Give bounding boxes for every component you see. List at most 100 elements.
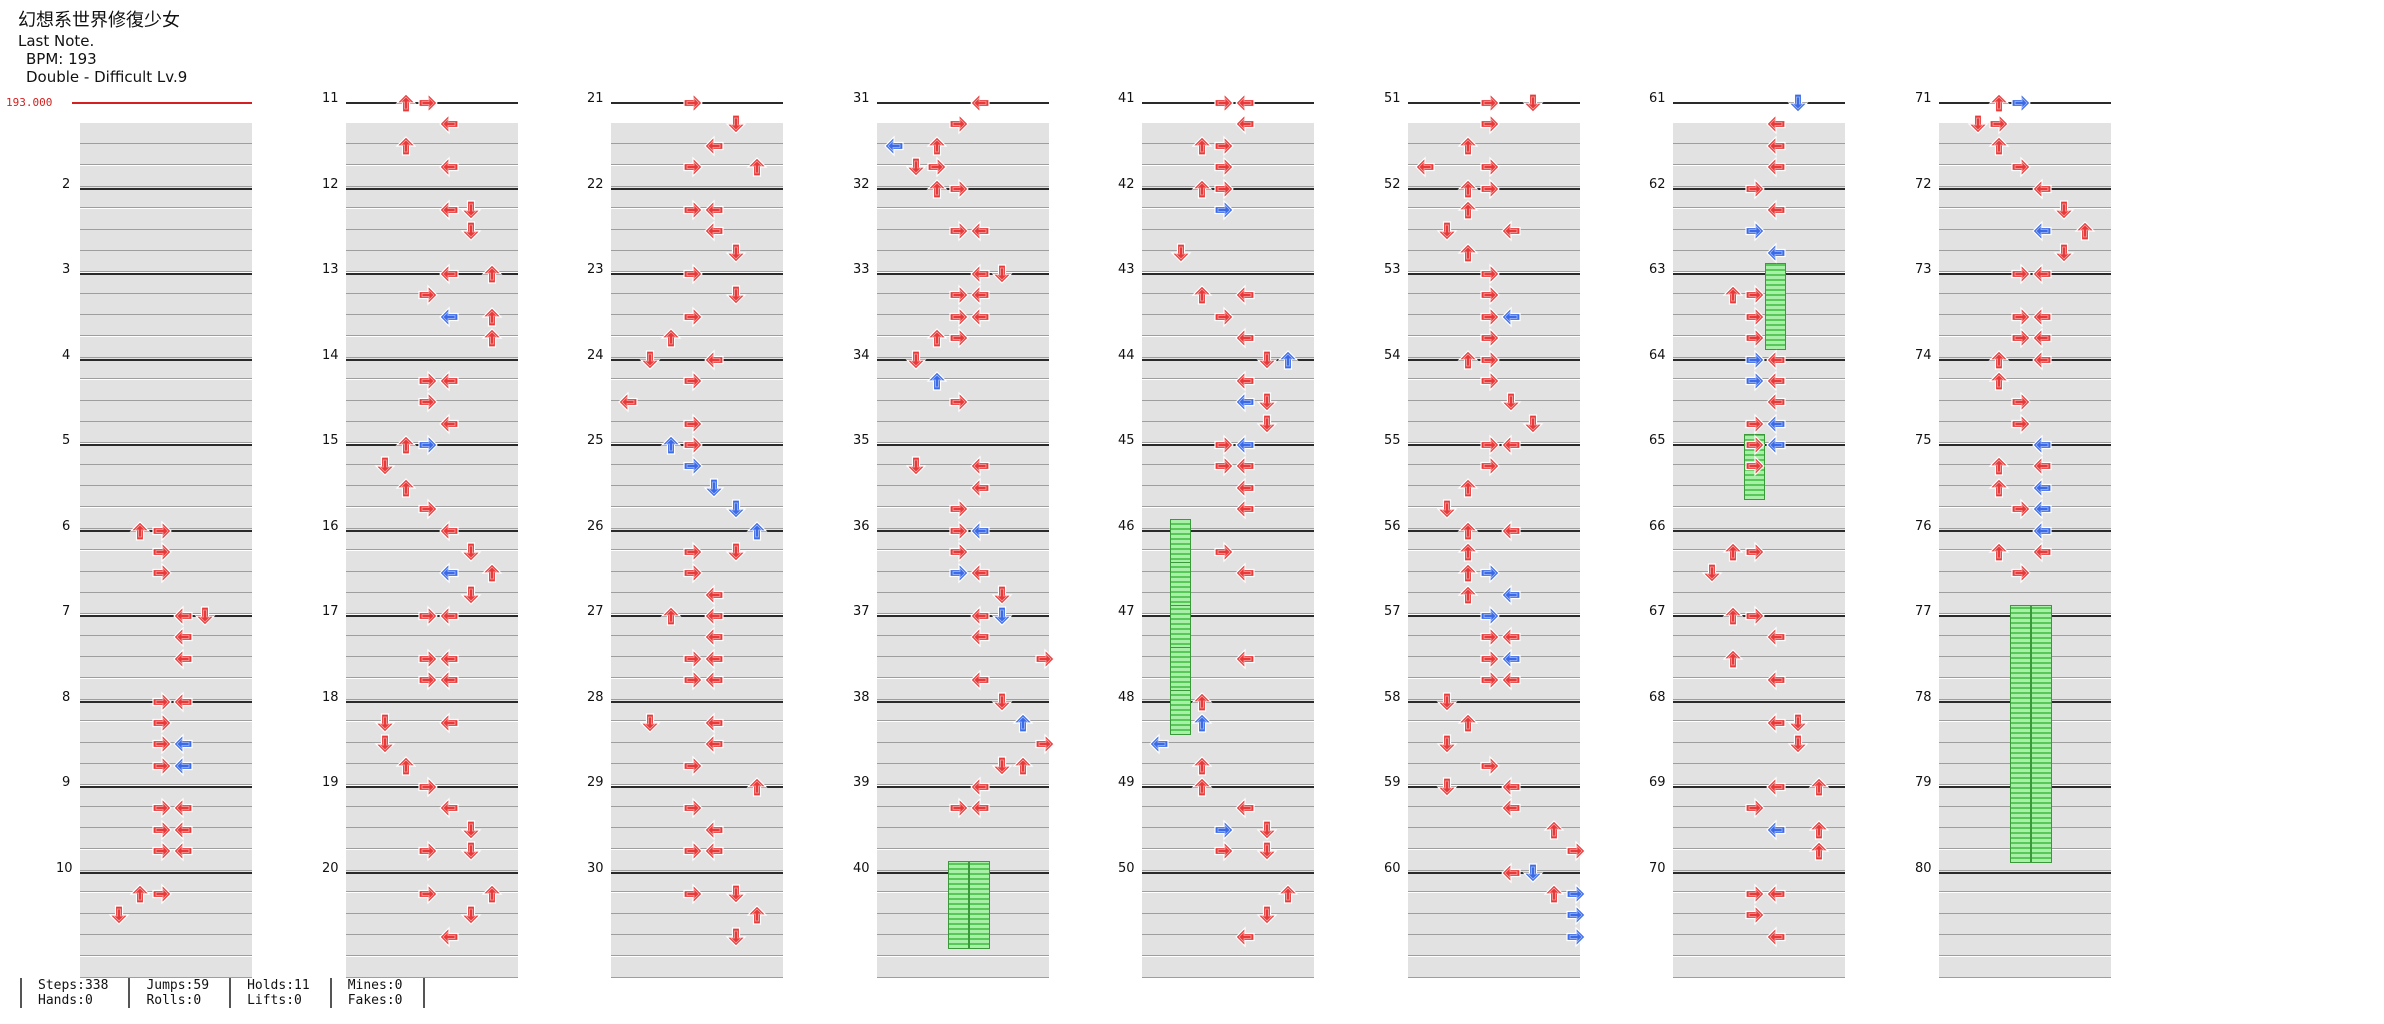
left-arrow-icon: [2031, 220, 2053, 242]
up-arrow-icon: [926, 178, 948, 200]
beat-band: [346, 294, 518, 315]
beat-band: [1408, 123, 1580, 144]
left-arrow-icon: [703, 626, 725, 648]
beat-band: [346, 571, 518, 593]
left-arrow-icon: [969, 306, 991, 328]
beat-band: [1673, 187, 1845, 209]
beat-band: [1408, 785, 1580, 807]
up-arrow-icon: [1191, 135, 1213, 157]
beat-band: [80, 892, 252, 914]
up-arrow-icon: [1191, 712, 1213, 734]
stat-group-steps: Steps:338 Hands:0: [20, 978, 128, 1008]
beat-band: [877, 443, 1049, 465]
measure-number: 19: [322, 775, 339, 790]
right-arrow-icon: [948, 797, 970, 819]
left-arrow-icon: [703, 669, 725, 691]
beat-band: [80, 443, 252, 465]
measure-number: 18: [322, 689, 339, 705]
beat-band: [877, 636, 1049, 657]
measure-line: [80, 358, 252, 361]
up-arrow-icon: [1457, 178, 1479, 200]
right-arrow-icon: [1744, 797, 1766, 819]
beat-band: [611, 849, 783, 871]
beat-band: [80, 294, 252, 315]
up-arrow-icon: [1543, 819, 1565, 841]
right-arrow-icon: [2010, 306, 2032, 328]
hold-note: [1169, 561, 1191, 607]
down-arrow-icon: [905, 156, 927, 178]
right-arrow-icon: [682, 263, 704, 285]
left-arrow-icon: [438, 926, 460, 948]
beat-band: [877, 358, 1049, 380]
right-arrow-icon: [417, 434, 439, 456]
left-arrow-icon: [703, 135, 725, 157]
measure-line: [1939, 358, 2111, 361]
right-arrow-icon: [682, 541, 704, 563]
up-arrow-icon: [1012, 755, 1034, 777]
left-arrow-icon: [1234, 562, 1256, 584]
beat-band: [1142, 400, 1314, 422]
right-arrow-icon: [1213, 135, 1235, 157]
up-arrow-icon: [660, 605, 682, 627]
beat-band: [1939, 123, 2111, 144]
down-arrow-icon: [639, 712, 661, 734]
right-arrow-icon: [1744, 413, 1766, 435]
right-arrow-icon: [948, 541, 970, 563]
beat-band: [1673, 251, 1845, 273]
measure-line: [877, 700, 1049, 703]
measure-line: [1673, 700, 1845, 703]
right-arrow-icon: [948, 178, 970, 200]
left-arrow-icon: [703, 840, 725, 862]
beat-band: [80, 593, 252, 615]
measure-line: [1673, 871, 1845, 874]
down-arrow-icon: [991, 691, 1013, 713]
beat-band: [877, 571, 1049, 593]
beat-band: [1673, 828, 1845, 850]
right-arrow-icon: [1213, 306, 1235, 328]
measure-number: 6: [62, 518, 71, 534]
beat-band: [1408, 700, 1580, 722]
measure-number: 10: [56, 860, 73, 876]
right-arrow-icon: [1565, 883, 1587, 905]
down-arrow-icon: [1436, 498, 1458, 520]
beat-band: [877, 828, 1049, 850]
measure-number: 67: [1649, 604, 1666, 619]
up-arrow-icon: [1457, 477, 1479, 499]
measure-line: [346, 529, 518, 532]
left-arrow-icon: [703, 733, 725, 755]
measure-line: [877, 615, 1049, 617]
song-subtitle: Last Note.: [18, 32, 95, 50]
right-arrow-icon: [1479, 284, 1501, 306]
right-arrow-icon: [2010, 92, 2032, 114]
left-arrow-icon: [172, 755, 194, 777]
beat-band: [1408, 465, 1580, 486]
measure-number: 77: [1915, 604, 1932, 619]
right-arrow-icon: [1479, 327, 1501, 349]
measure-line: [346, 700, 518, 703]
measure-number: 15: [322, 433, 339, 448]
beat-band: [346, 315, 518, 337]
measure-line: [611, 615, 783, 617]
stat-group-jumps: Jumps:59 Rolls:0: [128, 978, 229, 1008]
beat-band: [1142, 871, 1314, 893]
hold-note: [1169, 647, 1191, 693]
stats-panel: Steps:338 Hands:0 Jumps:59 Rolls:0 Holds…: [20, 978, 425, 1008]
beat-band: [1673, 657, 1845, 679]
up-arrow-icon: [395, 92, 417, 114]
right-arrow-icon: [151, 840, 173, 862]
down-arrow-icon: [725, 113, 747, 135]
right-arrow-icon: [1479, 455, 1501, 477]
up-arrow-icon: [481, 327, 503, 349]
right-arrow-icon: [1744, 541, 1766, 563]
beat-band: [346, 700, 518, 722]
down-arrow-icon: [725, 242, 747, 264]
up-arrow-icon: [1988, 477, 2010, 499]
right-arrow-icon: [1213, 92, 1235, 114]
right-arrow-icon: [1213, 434, 1235, 456]
beat-band: [1142, 507, 1314, 529]
beat-band: [346, 614, 518, 636]
right-arrow-icon: [151, 797, 173, 819]
measure-number: 68: [1649, 689, 1666, 705]
beat-band: [80, 465, 252, 486]
measure-line: [611, 700, 783, 703]
